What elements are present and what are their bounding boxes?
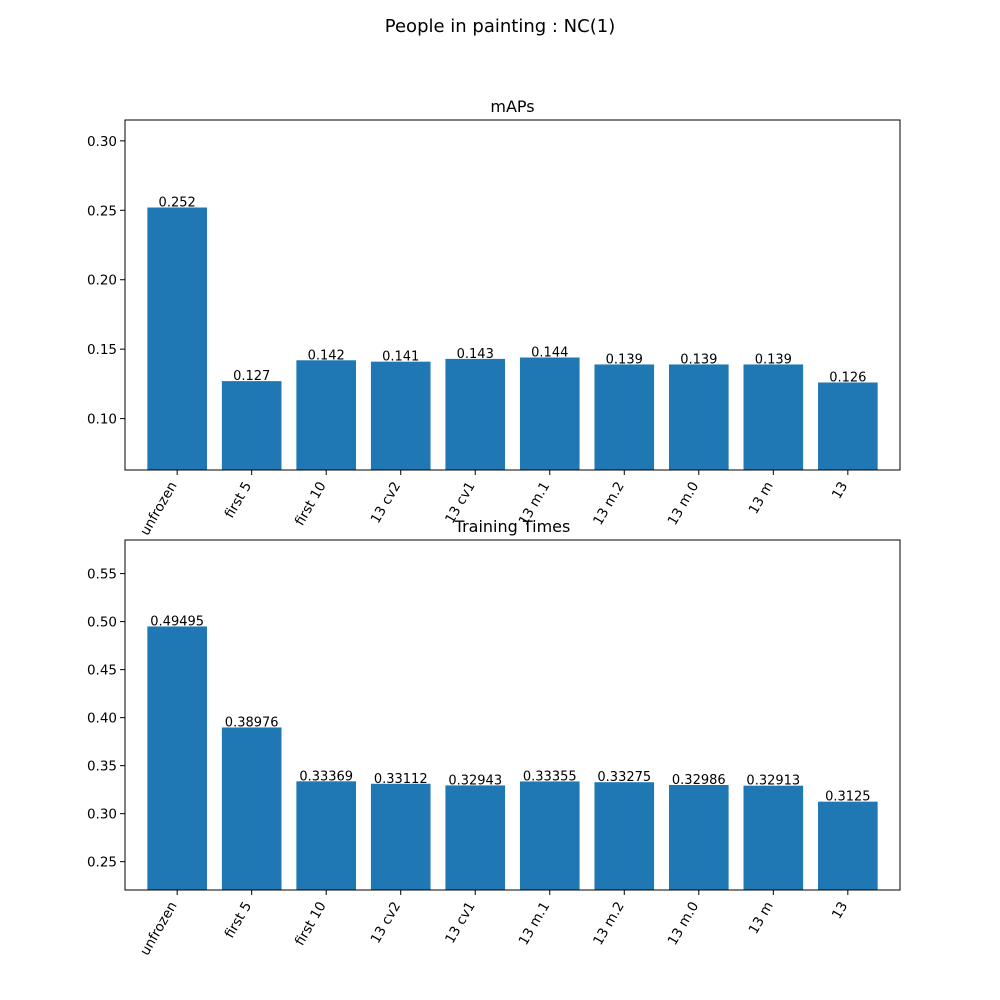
bar-value-label: 0.33275 [597, 770, 651, 785]
x-tick-label: unfrozen [137, 899, 181, 958]
y-tick-label: 0.10 [87, 412, 117, 428]
bar-value-label: 0.32986 [672, 773, 726, 788]
bar-value-label: 0.139 [755, 352, 792, 367]
figure-title: People in painting : NC(1) [384, 16, 616, 37]
bar-9 [743, 785, 804, 890]
x-tick-label: 13 m.0 [665, 899, 703, 948]
bar-9 [743, 364, 804, 470]
bar-4 [370, 361, 431, 470]
x-tick-label: 13 cv1 [442, 899, 479, 946]
bar-value-label: 0.38976 [225, 715, 279, 730]
plot-frame [124, 539, 901, 891]
bar-value-label: 0.33112 [374, 772, 428, 787]
bar-value-label: 0.33355 [523, 769, 577, 784]
bar-value-label: 0.143 [457, 347, 494, 362]
y-tick-label: 0.25 [87, 855, 117, 871]
y-tick-label: 0.40 [87, 711, 117, 727]
bar-3 [296, 781, 357, 890]
bar-2 [221, 727, 282, 890]
chart-title: mAPs [490, 97, 534, 116]
x-tick-label: first 10 [292, 479, 330, 528]
bar-4 [370, 783, 431, 890]
x-tick-label: 13 m [746, 479, 777, 517]
bar-value-label: 0.32943 [448, 773, 502, 788]
plot-frame [124, 119, 901, 471]
x-tick-label: 13 cv2 [368, 479, 405, 526]
x-tick-label: 13 m [746, 899, 777, 937]
bar-value-label: 0.49495 [150, 614, 204, 629]
x-tick-label: 13 m.0 [665, 479, 703, 528]
bar-6 [519, 781, 580, 890]
y-tick-label: 0.35 [87, 759, 117, 775]
y-tick-label: 0.15 [87, 342, 117, 358]
chart-panel-1: mAPs 0.252 unfrozen 0.127 first 5 0.142 first … [87, 97, 901, 538]
chart-title: Training Times [454, 517, 571, 536]
bar-1 [147, 207, 207, 470]
bar-value-label: 0.127 [233, 369, 270, 384]
x-tick-label: first 5 [222, 899, 255, 941]
bar-value-label: 0.142 [308, 348, 345, 363]
bar-value-label: 0.141 [382, 350, 419, 365]
x-tick-label: 13 cv2 [368, 899, 405, 946]
bar-5 [445, 358, 506, 470]
bar-value-label: 0.126 [829, 371, 866, 386]
y-tick-label: 0.25 [87, 203, 117, 219]
bar-7 [594, 364, 655, 470]
bar-5 [445, 785, 506, 890]
x-tick-label: 13 [829, 899, 851, 922]
bar-10 [818, 382, 878, 470]
bar-value-label: 0.3125 [825, 790, 871, 805]
x-tick-label: 13 m.1 [516, 899, 554, 948]
bar-6 [519, 357, 580, 470]
x-tick-label: first 10 [292, 899, 330, 948]
y-tick-label: 0.45 [87, 663, 117, 679]
bar-8 [668, 364, 729, 470]
bar-1 [147, 626, 207, 890]
y-tick-label: 0.20 [87, 273, 117, 289]
bar-7 [594, 782, 655, 890]
bar-value-label: 0.32913 [746, 774, 800, 789]
x-tick-label: 13 m.2 [590, 479, 628, 528]
bar-value-label: 0.33369 [299, 769, 353, 784]
y-tick-label: 0.55 [87, 567, 117, 583]
y-tick-label: 0.30 [87, 134, 117, 150]
y-tick-label: 0.30 [87, 807, 117, 823]
bar-value-label: 0.144 [531, 346, 568, 361]
x-tick-label: 13 m.2 [590, 899, 628, 948]
bar-8 [668, 784, 729, 890]
bar-value-label: 0.139 [606, 352, 643, 367]
bar-value-label: 0.139 [680, 352, 717, 367]
x-tick-label: 13 [829, 479, 851, 502]
x-tick-label: unfrozen [137, 479, 181, 538]
chart-panel-2: Training Times 0.49495 unfrozen 0.38976 firs… [87, 517, 901, 958]
y-tick-label: 0.50 [87, 615, 117, 631]
bar-value-label: 0.252 [159, 196, 196, 211]
x-tick-label: first 5 [222, 479, 255, 521]
bar-3 [296, 360, 357, 470]
bar-10 [818, 801, 878, 890]
bar-2 [221, 381, 282, 470]
